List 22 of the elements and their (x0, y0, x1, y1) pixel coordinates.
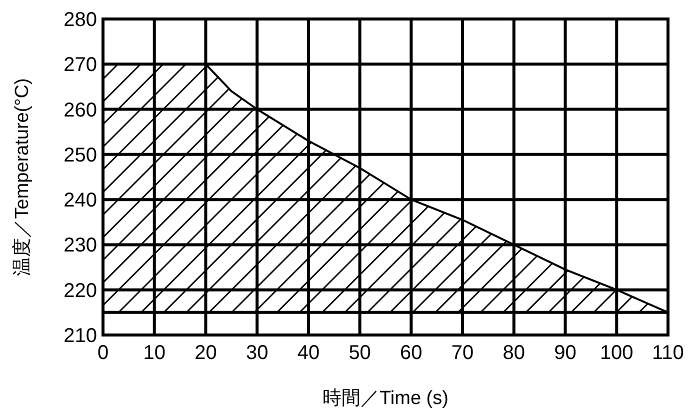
x-tick-label: 70 (451, 342, 474, 364)
x-tick-label: 0 (97, 342, 109, 364)
y-tick-label: 230 (64, 234, 97, 257)
x-axis-title: 時間／Time (s) (322, 388, 448, 409)
x-tick-label: 80 (502, 342, 526, 364)
x-tick-label: 10 (143, 342, 166, 364)
y-tick-label: 240 (64, 190, 97, 212)
y-axis-title: 温度／Temperature(°C) (11, 78, 33, 276)
x-tick-label: 50 (348, 342, 371, 364)
y-tick-label: 260 (64, 99, 97, 122)
y-tick-label: 220 (64, 280, 97, 302)
y-tick-label: 250 (64, 144, 97, 166)
x-tick-label: 100 (600, 342, 634, 364)
x-tick-label: 30 (246, 342, 268, 364)
y-tick-label: 210 (64, 325, 97, 347)
x-tick-label: 60 (400, 342, 422, 364)
x-tick-label: 40 (297, 342, 320, 364)
x-tick-label: 110 (652, 342, 684, 364)
y-tick-label: 280 (64, 9, 97, 31)
y-tick-label: 270 (64, 54, 97, 76)
x-tick-label: 90 (554, 342, 576, 364)
x-tick-label: 20 (194, 342, 217, 364)
